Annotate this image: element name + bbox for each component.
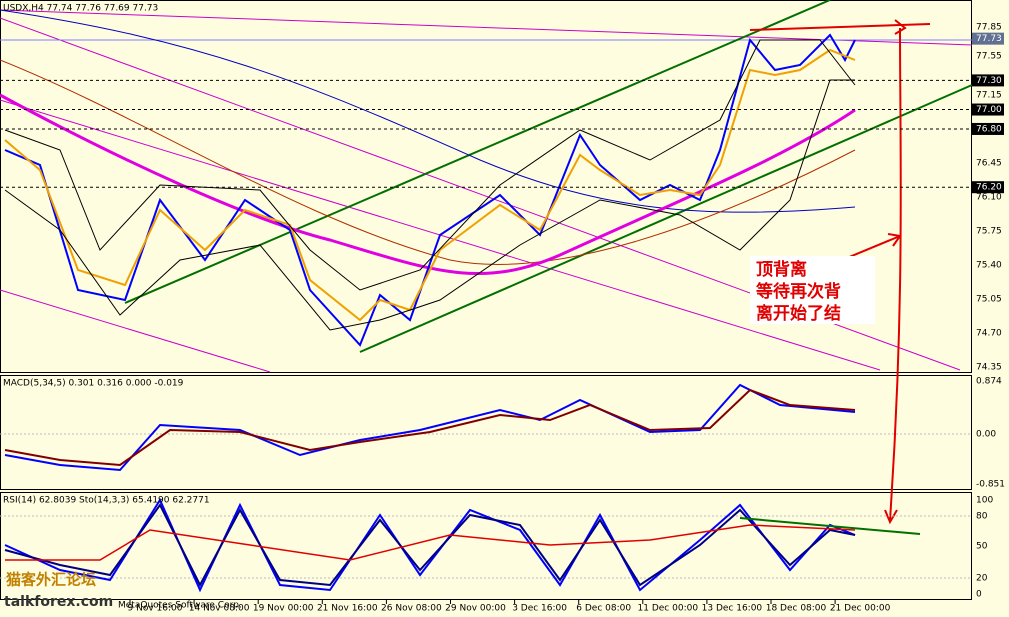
- time-label: 14 Nov 08:00: [189, 604, 250, 614]
- level-label: 77.30: [976, 76, 1002, 86]
- level-box: [972, 122, 1004, 135]
- price-label: 77.85: [976, 23, 1002, 33]
- current-price-box: [972, 32, 1004, 45]
- level-label: 76.20: [976, 183, 1002, 193]
- price-label: 75.75: [976, 226, 1002, 236]
- rsi-axis-label: 50: [976, 542, 988, 552]
- macd-header: MACD(5,34,5) 0.301 0.316 0.000 -0.019: [3, 379, 184, 389]
- rsi-axis-label: 100: [976, 496, 993, 506]
- rsi-axis-label: 0: [976, 590, 982, 600]
- indicator-lines: [0, 0, 973, 373]
- macd-axis-label: 0.00: [976, 430, 996, 440]
- level-box: [972, 181, 1004, 194]
- time-label: 19 Nov 00:00: [253, 604, 314, 614]
- price-label: 76.10: [976, 192, 1002, 202]
- macd-lines: [0, 383, 972, 472]
- annotation-box: [750, 256, 875, 324]
- annotation-text: 顶背离: [756, 259, 807, 280]
- time-label: 26 Nov 08:00: [381, 604, 442, 614]
- macd-axis-label: 0.874: [976, 377, 1002, 387]
- watermark-url: talkforex.com: [4, 594, 113, 610]
- copyright: MetaQuotes Software Corp.: [118, 601, 242, 611]
- main-header: USDX,H4 77.74 77.76 77.69 77.73: [3, 4, 158, 14]
- annotation-text: 离开始了结: [756, 303, 841, 324]
- time-label: 13 Dec 16:00: [702, 604, 763, 614]
- price-label: 75.40: [976, 260, 1002, 270]
- level-label: 77.00: [976, 105, 1002, 115]
- level-label: 76.80: [976, 124, 1002, 134]
- level-box: [972, 74, 1004, 87]
- time-label: 3 Dec 16:00: [512, 604, 567, 614]
- price-label: 76.45: [976, 158, 1002, 168]
- time-label: 6 Dec 08:00: [576, 604, 631, 614]
- price-label: 77.15: [976, 90, 1002, 100]
- time-label: 29 Nov 00:00: [445, 604, 506, 614]
- time-label: 9 Nov 16:00: [128, 604, 183, 614]
- time-label: 18 Dec 08:00: [766, 604, 827, 614]
- current-price: 77.73: [976, 34, 1002, 44]
- panel-frames: [0, 0, 972, 600]
- time-label: 11 Dec 00:00: [638, 604, 699, 614]
- rsi-lines: [0, 497, 972, 593]
- rsi-header: RSI(14) 62.8039 Sto(14,3,3) 65.4190 62.2…: [3, 496, 210, 506]
- time-label: 21 Dec 00:00: [830, 604, 891, 614]
- price-label: 75.05: [976, 294, 1002, 304]
- time-label: 21 Nov 16:00: [317, 604, 378, 614]
- price-label: 74.35: [976, 362, 1002, 372]
- price-label: 74.70: [976, 328, 1002, 338]
- level-box: [972, 103, 1004, 116]
- rsi-axis-label: 20: [976, 574, 988, 584]
- macd-axis-label: -0.851: [976, 480, 1005, 490]
- watermark-site: 猫客外汇论坛: [6, 571, 96, 589]
- price-label: 77.55: [976, 52, 1002, 62]
- annotation-text: 等待再次背: [756, 281, 841, 302]
- rsi-axis-label: 80: [976, 512, 988, 522]
